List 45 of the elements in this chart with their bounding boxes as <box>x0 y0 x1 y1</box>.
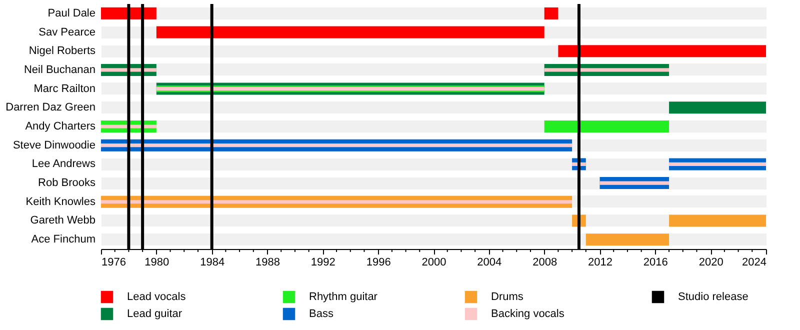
bar <box>101 200 572 204</box>
bar <box>669 214 766 227</box>
bar <box>669 102 766 114</box>
x-tick-label: 1980 <box>144 256 170 268</box>
x-tick-label: 2012 <box>588 256 612 268</box>
y-tick-label: Nigel Roberts <box>28 45 96 58</box>
y-tick-label: Lee Andrews <box>32 158 96 170</box>
x-tick-label: 1996 <box>366 256 391 268</box>
bar <box>600 181 670 185</box>
legend-label: Lead guitar <box>127 308 182 320</box>
x-tick-label: 2024 <box>742 256 766 268</box>
y-tick-label: Neil Buchanan <box>24 64 96 76</box>
x-tick-label: 2008 <box>532 256 558 268</box>
legend-label: Backing vocals <box>491 308 565 320</box>
y-tick-label: Marc Railton <box>34 82 96 95</box>
bar <box>101 68 156 72</box>
y-tick-label: Sav Pearce <box>38 26 96 38</box>
x-tick-label: 1984 <box>200 256 225 268</box>
bar <box>544 120 670 132</box>
bar <box>586 234 670 246</box>
legend-label: Drums <box>491 291 524 303</box>
x-tick-label: 2004 <box>477 256 502 268</box>
y-tick-label: Gareth Webb <box>30 214 96 227</box>
y-tick-label: Ace Finchum <box>31 234 96 246</box>
legend-label: Studio release <box>678 291 748 303</box>
y-tick-label: Rob Brooks <box>38 177 96 190</box>
bar <box>101 124 156 128</box>
y-tick-label: Paul Dale <box>48 7 96 20</box>
x-tick-label: 2020 <box>698 256 724 268</box>
x-tick-label: 1988 <box>256 256 280 268</box>
bar <box>544 68 670 72</box>
legend-label: Lead vocals <box>127 291 186 303</box>
legend-label: Bass <box>309 308 334 320</box>
bar <box>544 7 558 20</box>
legend-label: Rhythm guitar <box>309 291 378 303</box>
y-tick-label: Keith Knowles <box>26 196 96 208</box>
bar <box>558 45 766 58</box>
y-tick-label: Steve Dinwoodie <box>12 139 96 152</box>
y-tick-label: Andy Charters <box>25 120 96 132</box>
x-tick-label: 2016 <box>643 256 668 268</box>
y-tick-label: Darren Daz Green <box>6 102 96 114</box>
bar <box>669 162 766 166</box>
x-tick-label: 1976 <box>102 256 126 268</box>
x-tick-label: 2000 <box>422 256 446 268</box>
x-tick-label: 1992 <box>310 256 336 268</box>
